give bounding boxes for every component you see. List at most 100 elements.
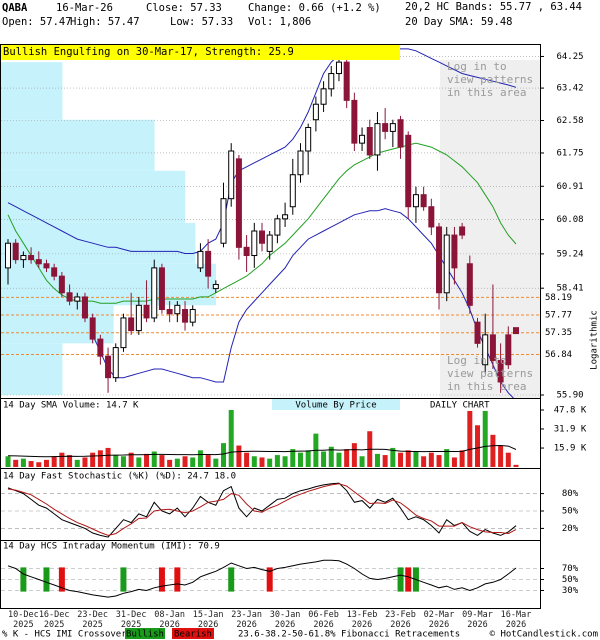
volume-header [0, 398, 540, 410]
pattern-notice: Log in to view patterns in this area [447, 354, 534, 393]
candle-body [328, 73, 335, 90]
bullish-label: Bullish [126, 630, 164, 640]
volume-bar [120, 456, 126, 467]
volume-bar [451, 457, 457, 467]
volume-bar [36, 462, 42, 467]
candle-body [266, 234, 273, 252]
volume-bar [251, 456, 257, 467]
symbol: QABA [2, 2, 28, 14]
volume-bar [197, 450, 203, 467]
volume-bar [144, 453, 150, 467]
panel-borders [0, 44, 541, 609]
volume-bar [282, 456, 288, 467]
volume-bar [151, 451, 157, 467]
volume-by-price-bar [1, 119, 155, 171]
x-tick-label: 23-Dec 2025 [77, 610, 109, 630]
crossover-marker [174, 567, 181, 592]
candle-body [389, 123, 396, 132]
x-tick-label: 23-Jan 2026 [231, 610, 262, 630]
crossover-marker [158, 567, 165, 592]
candle-body [128, 317, 135, 332]
volume-bar [297, 452, 303, 467]
candle-body [382, 123, 389, 132]
volume-bar [74, 459, 80, 467]
candle-body [436, 226, 443, 294]
volume-bar [374, 453, 380, 467]
volume-bar [59, 452, 65, 467]
x-tick-label: 02-Mar 2026 [423, 610, 455, 630]
volume-bar [336, 452, 342, 467]
y-tick-label: 60.91 [556, 182, 583, 192]
candle-body [451, 234, 458, 269]
x-tick-label: 30-Jan 2026 [269, 610, 301, 630]
candle-body [428, 206, 435, 228]
x-tick-label: 31-Dec 2025 [115, 610, 147, 630]
volume-bar [20, 458, 26, 467]
volume-bar [190, 457, 196, 467]
volume-bar [498, 445, 504, 467]
legend-entry: 20,2 HC Bands: 55.77 , 63.44 [405, 1, 582, 13]
x-tick-label: 10-Dec 2025 [8, 610, 39, 630]
candle-body [259, 230, 265, 244]
candle-body [297, 150, 304, 176]
candle-body [35, 259, 42, 265]
candle-body [89, 317, 96, 340]
fib-label: 57.35 [545, 328, 572, 338]
volume-by-price-bar [1, 170, 186, 223]
volume-bar [51, 456, 57, 467]
volume-bar [13, 459, 19, 467]
y-tick-label: 64.25 [556, 52, 583, 62]
y-tick-label: 61.75 [556, 148, 583, 158]
imi-panel [0, 540, 541, 609]
volume-title: 14 Day SMA Volume: 14.7 K [3, 401, 139, 411]
volume-bar [90, 452, 96, 467]
crossover-marker [405, 567, 412, 592]
candle-body [43, 263, 50, 269]
candle-body [20, 255, 27, 261]
candle-body [489, 334, 496, 361]
candle-body [374, 123, 381, 156]
y-tick-label: 80% [562, 489, 579, 499]
fib-label: 56.84 [545, 350, 572, 360]
close: Close: 57.33 [146, 2, 222, 14]
volume-bar [228, 410, 234, 467]
volume-bar [505, 452, 511, 467]
candle-body [343, 61, 350, 101]
volume-bar [128, 452, 134, 467]
candle-body [66, 292, 73, 302]
candle-body [513, 327, 519, 335]
volume-bar [236, 445, 242, 467]
volume-sma-line [7, 444, 517, 458]
y-tick-label: 59.24 [556, 249, 583, 259]
x-tick-label: 13-Feb 2026 [346, 610, 378, 630]
volume-bar [174, 458, 180, 467]
y-tick-label: 55.90 [556, 391, 583, 401]
volume-bar [475, 425, 481, 467]
volume-bar [221, 443, 227, 467]
x-tick-label: 16-Mar 2026 [500, 610, 532, 630]
date: 16-Mar-26 [56, 2, 113, 14]
candle-body [174, 304, 181, 315]
volume-bar [321, 451, 327, 467]
y-tick-label: 20% [562, 524, 579, 534]
crossover-label: % K - HCS IMI Crossover: [2, 630, 132, 640]
crossover-marker [228, 567, 235, 592]
volume-bar [182, 456, 188, 467]
crossover-marker [120, 567, 127, 592]
candle-body [251, 230, 258, 257]
volume-bar [67, 455, 73, 467]
candle-body [182, 309, 189, 323]
volume-bar [259, 457, 265, 467]
candle-body [282, 214, 289, 220]
x-tick-label: 08-Jan 2026 [154, 610, 185, 630]
candle-body [105, 355, 112, 379]
x-tick-label: 23-Feb 2026 [385, 610, 416, 630]
candle-body [81, 296, 88, 319]
fib-label: 58.19 [545, 293, 572, 303]
candle-body [351, 99, 358, 144]
volume-bar [351, 443, 357, 467]
overlay-line [7, 142, 517, 304]
volume-bar [267, 458, 273, 467]
annotation-box [0, 44, 400, 60]
